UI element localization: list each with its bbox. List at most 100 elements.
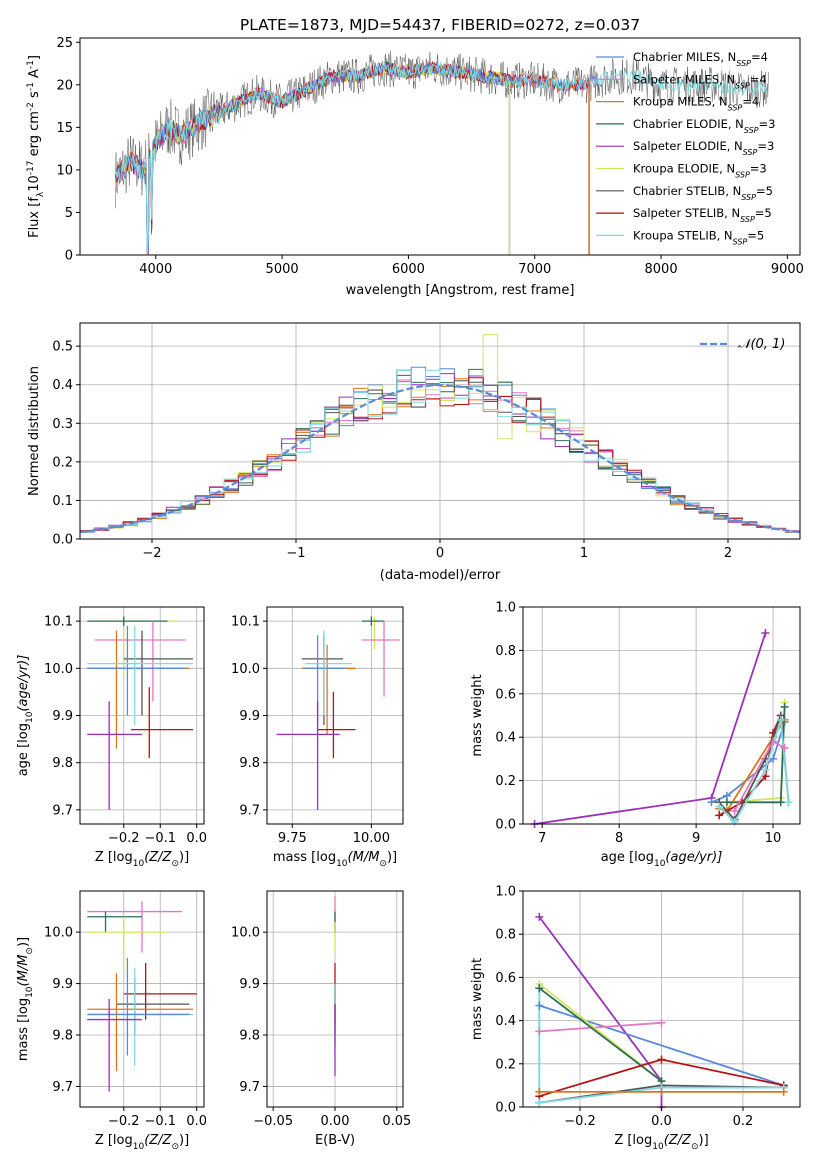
y-tick-label: 10.0 (44, 926, 73, 941)
y-axis-label: age [log10(age/yr)] (16, 655, 35, 777)
y-tick-label: 9.9 (52, 977, 73, 992)
x-axis-label: wavelength [Angstrom, rest frame] (346, 283, 575, 298)
x-axis-label: mass [log10(M/M⊙)] (273, 850, 397, 869)
series-marker (535, 1027, 544, 1036)
x-tick-label: −0.1 (144, 1114, 176, 1129)
y-tick-label: 0.3 (52, 417, 73, 432)
panel-mass-vs-EBV: −0.05 0.00 0.05 9.7 9.8 9.9 10.0 E(B-V) (231, 890, 411, 1148)
axes-frame (522, 606, 801, 825)
x-tick-label: 8000 (645, 262, 678, 277)
y-tick-label: 0.6 (495, 687, 516, 702)
panel-spectrum: 4000 5000 6000 7000 8000 9000 0 5 10 15 20 25 wavele… (26, 36, 804, 298)
x-tick-label: −1 (286, 546, 305, 561)
panel-mass-vs-Z: −0.2 −0.1 0.0 9.7 9.8 9.9 10.0 Z [log10(Z/Z⊙)] m… (16, 890, 207, 1152)
spectrum-line (114, 62, 769, 254)
series-marker (761, 765, 770, 774)
x-axis-label: Z [log10(Z/Z⊙)] (95, 1133, 189, 1152)
y-tick-label: 0.2 (52, 455, 73, 470)
y-tick-label: 0.2 (495, 1057, 516, 1072)
series-marker (784, 798, 793, 807)
histogram-step (80, 369, 800, 533)
series-marker (535, 1001, 544, 1010)
series-marker (715, 802, 724, 811)
x-tick-label: 9 (692, 831, 700, 846)
x-tick-label: 1 (580, 546, 588, 561)
y-tick-label: 10.0 (231, 662, 260, 677)
series-marker (780, 702, 789, 711)
spectrum-line (114, 61, 598, 247)
legend-label: Chabrier STELIB, NSSP=5 (633, 184, 773, 202)
y-tick-label: 15 (56, 121, 73, 136)
x-tick-label: 0 (436, 546, 444, 561)
y-axis-label: mass [log10(M/M⊙)] (16, 937, 35, 1061)
y-tick-label: 10.0 (231, 926, 260, 941)
normal-curve (79, 383, 801, 534)
x-axis-label: age [log10(age/yr)] (601, 850, 723, 869)
legend-label: Kroupa MILES, NSSP=4 (633, 95, 759, 113)
y-tick-label: 1.0 (495, 885, 516, 900)
x-tick-label: −0.2 (564, 1114, 596, 1129)
axes-frame (79, 890, 205, 1108)
y-tick-label: 0 (65, 249, 73, 264)
series-marker (761, 629, 770, 638)
y-tick-label: 9.7 (52, 803, 73, 818)
panel-mass-weight-vs-age: 7 8 9 10 0.0 0.2 0.4 0.6 0.8 1.0 age [log10(age/yr… (470, 601, 801, 869)
x-axis-label: E(B-V) (315, 1133, 355, 1148)
y-tick-label: 9.8 (52, 756, 73, 771)
y-tick-label: 9.7 (52, 1080, 73, 1095)
x-tick-label: −0.2 (108, 831, 140, 846)
y-axis-label: mass weight (470, 958, 485, 1040)
legend-label: Kroupa STELIB, NSSP=5 (633, 228, 764, 246)
y-tick-label: 9.8 (239, 756, 260, 771)
x-tick-label: −0.05 (253, 1114, 293, 1129)
y-tick-label: 0.4 (495, 731, 516, 746)
spectrum-line (114, 61, 510, 248)
series-marker (535, 984, 544, 993)
axes-frame (79, 37, 801, 256)
y-tick-label: 9.9 (239, 977, 260, 992)
series-marker (776, 715, 785, 724)
y-tick-label: 9.7 (239, 1080, 260, 1095)
y-tick-label: 0.5 (52, 340, 73, 355)
legend-label: Chabrier ELODIE, NSSP=3 (633, 117, 775, 134)
x-tick-label: 5000 (266, 262, 299, 277)
x-tick-label: 7 (538, 831, 546, 846)
y-axis-label: Flux [fλ10-17 erg cm-2 s-1 A-1] (26, 55, 46, 238)
y-tick-label: 9.7 (239, 803, 260, 818)
panel-age-vs-Z: −0.2 −0.1 0.0 9.7 9.8 9.9 10.0 10.1 Z [log10(Z/Z… (16, 606, 207, 869)
x-tick-label: 0.0 (186, 1114, 207, 1129)
y-tick-label: 0.0 (495, 818, 516, 833)
series-marker (730, 806, 739, 815)
x-tick-label: 10.00 (353, 831, 390, 846)
legend-label: Salpeter MILES, NSSP=4 (633, 72, 767, 90)
y-tick-label: 10.0 (44, 662, 73, 677)
y-tick-label: 0.6 (495, 971, 516, 986)
y-tick-label: 0.4 (52, 378, 73, 393)
x-tick-label: 0.2 (733, 1114, 754, 1129)
x-tick-label: 7000 (518, 262, 551, 277)
series-marker (769, 754, 778, 763)
y-tick-label: 25 (56, 36, 73, 51)
y-tick-label: 1.0 (495, 601, 516, 616)
series-marker (769, 737, 778, 746)
x-tick-label: −0.1 (144, 831, 176, 846)
x-tick-label: 0.0 (651, 1114, 672, 1129)
y-tick-label: 5 (65, 206, 73, 221)
y-axis-label: mass weight (470, 674, 485, 756)
y-tick-label: 0.0 (52, 533, 73, 548)
y-axis-label: Normed distribution (27, 366, 42, 496)
spectrum-line (114, 61, 598, 254)
x-tick-label: 0.05 (382, 1114, 411, 1129)
y-tick-label: 0.8 (495, 644, 516, 659)
series-line (538, 987, 663, 1082)
panel-age-vs-mass: 9.75 10.00 9.7 9.8 9.9 10.0 10.1 mass [log10(M/… (231, 606, 404, 869)
y-tick-label: 0.2 (495, 774, 516, 789)
series-marker (657, 1087, 666, 1096)
legend-label: Chabrier MILES, NSSP=4 (633, 50, 768, 68)
x-axis-label: (data-model)/error (380, 568, 501, 583)
x-tick-label: −2 (142, 546, 161, 561)
x-tick-label: 9.75 (278, 831, 307, 846)
y-tick-label: 9.8 (52, 1029, 73, 1044)
x-tick-label: 6000 (392, 262, 425, 277)
x-tick-label: 10 (765, 831, 782, 846)
